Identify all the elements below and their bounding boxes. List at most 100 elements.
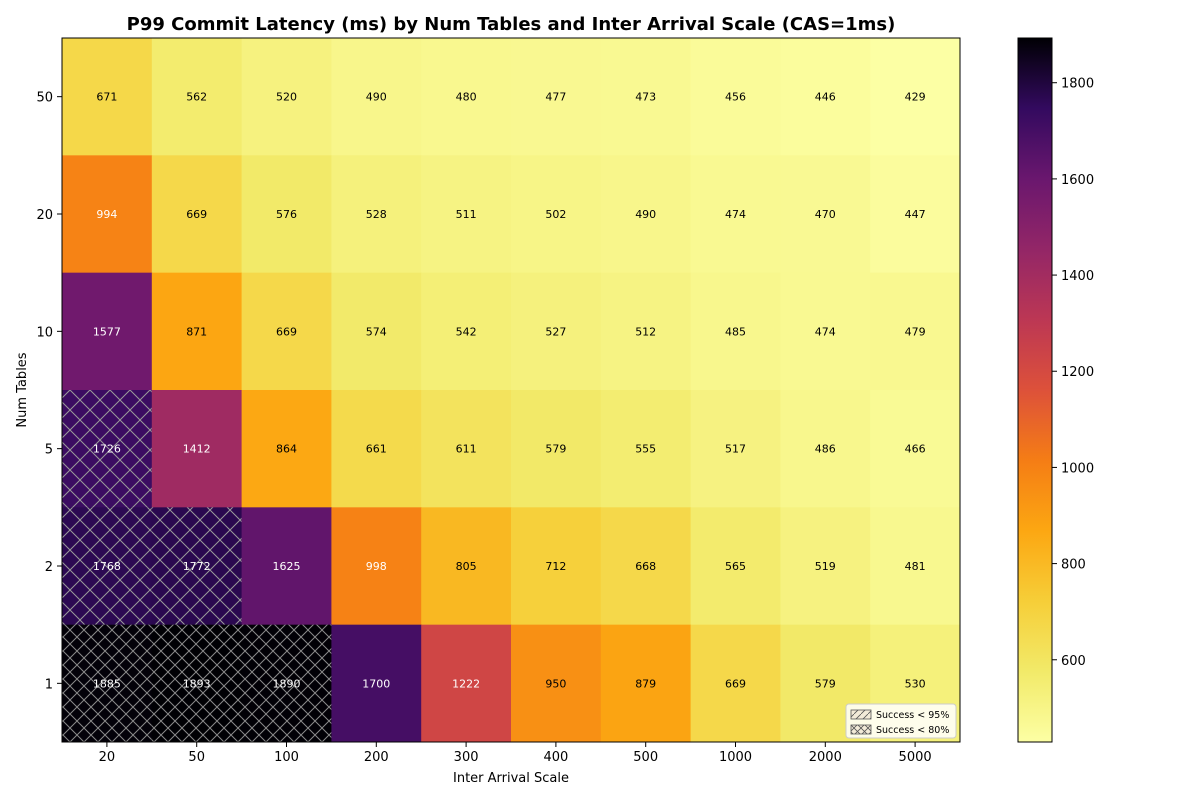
heatmap-cell (870, 155, 961, 274)
heatmap-cell (690, 272, 781, 391)
cell-value-label: 1890 (273, 677, 301, 690)
heatmap-cell (600, 390, 692, 508)
cell-value-label: 470 (815, 208, 836, 221)
heatmap-cell (870, 38, 961, 156)
heatmap-cell-hatch (241, 624, 332, 742)
cell-value-label: 474 (725, 208, 746, 221)
heatmap-cell (62, 38, 153, 156)
x-tick-label: 500 (633, 750, 658, 765)
heatmap-cell-hatch (151, 507, 242, 625)
y-tick-label: 2 (45, 560, 53, 575)
y-axis-ticks: 50 20 10 5 2 1 (36, 91, 62, 692)
heatmap-cell (511, 507, 602, 626)
cell-value-label: 490 (366, 91, 387, 104)
heatmap-cell (151, 38, 243, 156)
cell-value-label: 712 (545, 560, 566, 573)
cell-value-label: 520 (276, 91, 297, 104)
cell-value-label: 466 (905, 443, 926, 456)
cell-value-label: 485 (725, 325, 746, 338)
hatch-legend: Success < 95% Success < 80% (845, 703, 957, 739)
heatmap-cell (511, 38, 602, 156)
y-tick-label: 10 (36, 325, 53, 340)
y-tick-label: 1 (45, 677, 53, 692)
cell-value-label: 555 (635, 443, 656, 456)
heatmap-cell (421, 272, 512, 391)
heatmap-cell (151, 155, 243, 274)
heatmap-cell-hatch (62, 390, 152, 508)
heatmap-cell (780, 507, 871, 626)
heatmap-cell (241, 272, 332, 391)
heatmap-cell (600, 272, 692, 391)
x-axis-ticks: 20 50 100 200 300 400 500 1000 2000 5000 (99, 742, 932, 765)
cell-value-label: 1772 (183, 560, 211, 573)
heatmap-cell (331, 155, 422, 274)
cell-value-label: 994 (96, 208, 117, 221)
x-tick-label: 1000 (719, 750, 752, 765)
cell-value-label: 480 (456, 91, 477, 104)
heatmap-cell (600, 155, 692, 274)
cell-value-label: 671 (96, 91, 117, 104)
heatmap-cell (780, 155, 871, 274)
cell-value-label: 481 (905, 560, 926, 573)
heatmap-cell-labels: 671 562 520 490 480 477 473 456 446 429 994 669 576 5… (93, 91, 926, 691)
x-tick-label: 300 (454, 750, 479, 765)
y-tick-label: 5 (45, 443, 53, 458)
heatmap-cell (690, 155, 781, 274)
heatmap-cell (511, 624, 602, 743)
cell-value-label: 579 (815, 677, 836, 690)
colorbar-tick-label: 600 (1061, 654, 1086, 669)
heatmap-cell (690, 38, 781, 156)
cell-value-label: 574 (366, 325, 387, 338)
heatmap-cell (600, 38, 692, 156)
cell-value-label: 446 (815, 91, 836, 104)
x-tick-label: 20 (99, 750, 116, 765)
cell-value-label: 1577 (93, 325, 121, 338)
colorbar-tick-label: 1000 (1061, 461, 1094, 476)
heatmap-cell (421, 507, 512, 626)
colorbar-tick-label: 800 (1061, 558, 1086, 573)
x-tick-label: 5000 (899, 750, 932, 765)
plot-frame (61, 37, 961, 743)
heatmap-cell-hatch (62, 624, 152, 742)
legend-label: Success < 95% (876, 710, 949, 721)
cell-value-label: 486 (815, 443, 836, 456)
heatmap-cell (331, 38, 422, 156)
heatmap-cell (600, 507, 692, 626)
cell-value-label: 669 (186, 208, 207, 221)
cell-value-label: 565 (725, 560, 746, 573)
heatmap-cell-hatch (151, 624, 242, 742)
heatmap-cell (241, 390, 332, 508)
heatmap-cell (151, 272, 243, 391)
y-tick-label: 50 (36, 91, 53, 106)
heatmap-cell (241, 38, 332, 156)
cell-value-label: 1726 (93, 443, 121, 456)
cell-value-label: 611 (456, 443, 477, 456)
cell-value-label: 1625 (273, 560, 301, 573)
cell-value-label: 429 (905, 91, 926, 104)
heatmap-cell (780, 38, 871, 156)
heatmap-cell (421, 38, 512, 156)
heatmap-cell (241, 507, 332, 626)
legend-swatch (850, 709, 872, 720)
colorbar-tick-label: 1800 (1061, 77, 1094, 92)
cell-value-label: 1700 (362, 677, 390, 690)
colorbar-tick-label: 1600 (1061, 173, 1094, 188)
cell-value-label: 542 (456, 325, 477, 338)
heatmap-cell (870, 390, 961, 508)
heatmap-cell (421, 390, 512, 508)
cell-value-label: 579 (545, 443, 566, 456)
legend-label: Success < 80% (876, 725, 949, 736)
cell-value-label: 479 (905, 325, 926, 338)
x-tick-label: 200 (364, 750, 389, 765)
x-tick-label: 400 (543, 750, 568, 765)
heatmap-cell (690, 507, 781, 626)
heatmap-cell (690, 390, 781, 508)
cell-value-label: 871 (186, 325, 207, 338)
cell-value-label: 527 (545, 325, 566, 338)
cell-value-label: 1768 (93, 560, 121, 573)
cell-value-label: 950 (545, 677, 566, 690)
cell-value-label: 805 (456, 560, 477, 573)
cell-value-label: 528 (366, 208, 387, 221)
